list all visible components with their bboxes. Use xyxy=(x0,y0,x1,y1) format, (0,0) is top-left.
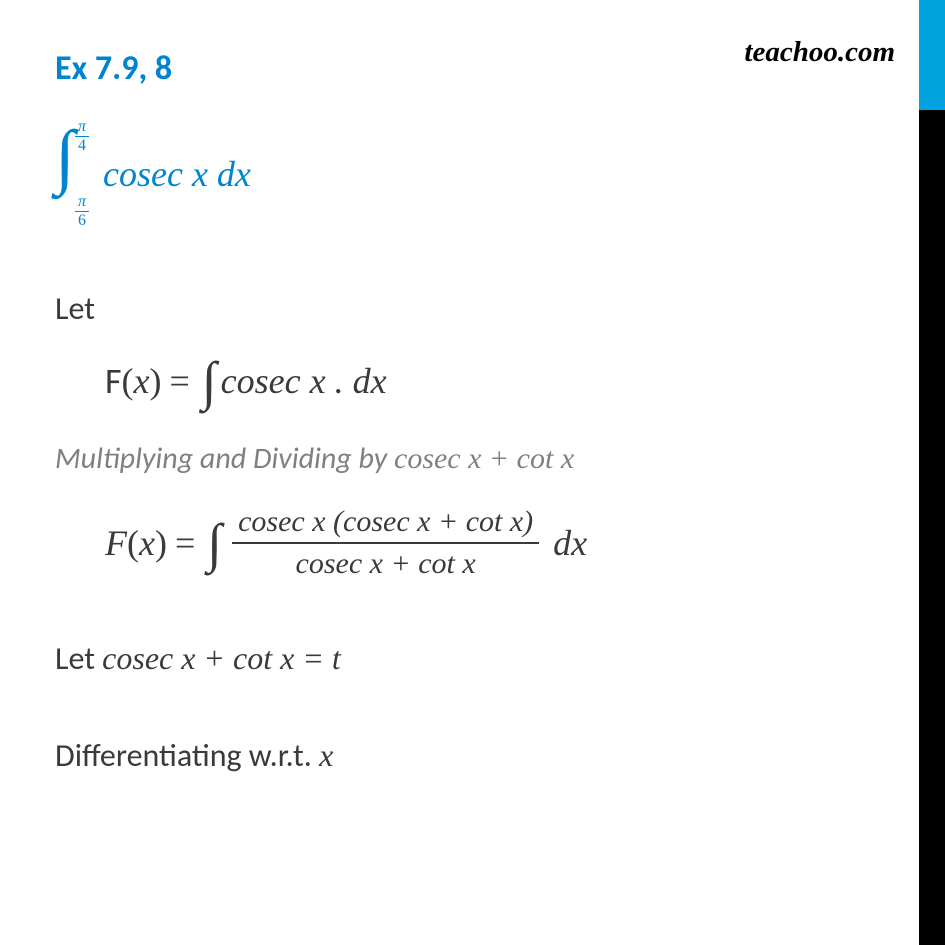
equals-1: = xyxy=(170,360,190,402)
diff-var: x xyxy=(319,737,333,773)
fx1-f: F xyxy=(105,359,122,403)
let2-prefix: Let xyxy=(55,639,102,678)
integral-symbol-wrap: ∫ π 4 π 6 xyxy=(55,129,103,219)
side-accent-black xyxy=(919,110,945,945)
fraction-line xyxy=(232,542,539,544)
exercise-title: Ex 7.9, 8 xyxy=(55,48,875,89)
upper-bound: π 4 xyxy=(75,119,89,154)
let-label: Let xyxy=(55,289,875,328)
upper-den: 4 xyxy=(78,138,86,154)
fraction: cosec x (cosec x + cot x) cosec x + cot … xyxy=(232,505,539,581)
integral-sign-2: ∫ xyxy=(202,350,217,412)
mult-prefix: Multiplying and Dividing by xyxy=(55,440,394,477)
fx2-dx: dx xyxy=(553,522,587,564)
side-accent-blue xyxy=(919,0,945,110)
integral-sign-3: ∫ xyxy=(207,512,222,574)
substitution-let: Let cosec x + cot x = t xyxy=(55,639,875,678)
fraction-denominator: cosec x + cot x xyxy=(290,547,482,581)
integrand: cosec x dx xyxy=(103,153,251,195)
multiply-divide-hint: Multiplying and Dividing by cosec x + co… xyxy=(55,440,875,477)
fx2-x: x xyxy=(139,522,155,564)
fx-definition-1: F(x) = ∫ cosec x . dx xyxy=(105,350,875,412)
lower-num: π xyxy=(78,194,86,210)
differentiating-line: Differentiating w.r.t. x xyxy=(55,736,875,775)
equals-2: = xyxy=(175,522,195,564)
mult-expr: cosec x + cot x xyxy=(394,442,574,475)
fx2-f: F xyxy=(105,522,127,564)
fx1-x: x xyxy=(134,360,150,402)
integral-sign: ∫ xyxy=(55,115,75,198)
fx-definition-2: F(x) = ∫ cosec x (cosec x + cot x) cosec… xyxy=(105,505,875,581)
problem-integral: ∫ π 4 π 6 cosec x dx xyxy=(55,129,875,219)
content-area: Ex 7.9, 8 ∫ π 4 π 6 cosec x dx Let F(x) … xyxy=(55,48,875,775)
fx1-rhs: cosec x . dx xyxy=(221,360,387,402)
fraction-numerator: cosec x (cosec x + cot x) xyxy=(232,505,539,539)
diff-prefix: Differentiating w.r.t. xyxy=(55,736,319,775)
upper-num: π xyxy=(78,119,86,135)
lower-bound: π 6 xyxy=(75,194,89,229)
side-bar xyxy=(919,0,945,945)
lower-den: 6 xyxy=(78,213,86,229)
let2-expr: cosec x + cot x = t xyxy=(102,640,341,676)
